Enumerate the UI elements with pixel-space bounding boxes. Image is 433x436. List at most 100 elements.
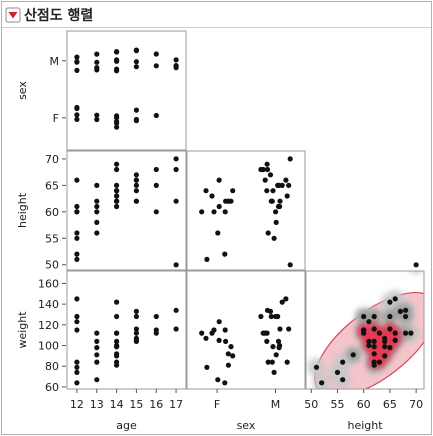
y-tick-label-weight: 140 xyxy=(38,298,59,311)
data-point xyxy=(114,161,120,167)
data-point xyxy=(258,313,264,320)
data-point xyxy=(74,359,80,365)
x-tick-label-age: 17 xyxy=(169,398,183,411)
data-point xyxy=(153,330,159,336)
y-tick-label-weight: 160 xyxy=(38,277,59,290)
data-point xyxy=(376,330,382,336)
data-point xyxy=(133,313,139,320)
data-point xyxy=(287,156,293,162)
data-point xyxy=(264,161,270,167)
data-point xyxy=(264,307,271,313)
data-point xyxy=(392,296,398,302)
data-point xyxy=(319,380,325,386)
data-point xyxy=(133,198,139,204)
data-point xyxy=(260,330,266,336)
points-height-vs-sex xyxy=(199,156,293,262)
data-point xyxy=(94,352,100,358)
data-point xyxy=(273,209,279,215)
data-point xyxy=(74,209,80,215)
data-point xyxy=(286,182,292,188)
y-tick-label-sex: F xyxy=(53,112,59,125)
data-point xyxy=(74,327,80,333)
data-point xyxy=(74,380,80,386)
data-point xyxy=(114,188,120,194)
data-point xyxy=(94,209,100,215)
data-point xyxy=(114,198,120,204)
data-point xyxy=(275,313,281,320)
data-point xyxy=(133,48,139,54)
data-point xyxy=(265,230,271,236)
x-tick-label-height: 60 xyxy=(357,398,371,411)
data-point xyxy=(209,193,215,199)
data-point xyxy=(275,338,282,344)
data-point xyxy=(340,359,346,365)
y-tick-label-height: 60 xyxy=(45,206,59,219)
data-point xyxy=(408,330,414,336)
data-point xyxy=(74,203,80,210)
data-point xyxy=(94,330,100,336)
data-point xyxy=(371,362,377,368)
data-point xyxy=(133,107,139,113)
data-point xyxy=(371,351,377,357)
data-point xyxy=(265,359,271,365)
data-point xyxy=(199,330,205,336)
data-point xyxy=(114,58,120,64)
x-tick-label-age: 12 xyxy=(70,398,84,411)
data-point xyxy=(222,209,228,215)
data-point xyxy=(74,177,80,183)
data-point xyxy=(277,198,283,204)
data-point xyxy=(268,198,274,204)
data-point xyxy=(216,203,222,210)
data-point xyxy=(211,327,217,333)
data-point xyxy=(94,65,100,71)
data-point xyxy=(216,337,222,343)
x-tick-label-age: 16 xyxy=(149,398,163,411)
data-point xyxy=(382,353,388,359)
y-tick-label-weight: 80 xyxy=(45,360,59,373)
data-point xyxy=(74,59,80,65)
data-point xyxy=(173,307,179,313)
data-point xyxy=(277,203,283,210)
data-point xyxy=(279,182,285,188)
data-point xyxy=(133,118,139,124)
x-tick-label-age: 14 xyxy=(110,398,124,411)
data-point xyxy=(94,345,100,351)
data-point xyxy=(264,166,271,173)
data-point xyxy=(153,313,159,320)
data-point xyxy=(264,338,270,344)
data-point xyxy=(74,251,80,257)
data-point xyxy=(273,352,279,358)
data-point xyxy=(94,182,100,188)
data-point xyxy=(74,235,80,241)
data-point xyxy=(271,235,277,241)
data-point xyxy=(94,219,100,225)
x-axis-label-height: height xyxy=(347,419,383,432)
data-point xyxy=(269,359,275,365)
data-point xyxy=(153,209,159,215)
x-tick-label-sex: M xyxy=(271,398,281,411)
data-point xyxy=(74,54,80,60)
data-point xyxy=(270,344,276,350)
points-weight-vs-sex xyxy=(199,262,293,386)
data-point xyxy=(222,380,228,386)
data-point xyxy=(94,377,100,383)
data-point xyxy=(153,63,159,69)
data-point xyxy=(222,251,228,257)
data-point xyxy=(74,319,80,325)
data-point xyxy=(173,262,179,268)
data-point xyxy=(204,364,210,370)
data-point xyxy=(211,209,217,215)
data-point xyxy=(387,345,393,351)
data-point xyxy=(203,188,209,194)
data-point xyxy=(114,49,120,55)
data-point xyxy=(133,308,139,314)
data-point xyxy=(153,51,159,57)
data-point xyxy=(371,313,377,320)
data-point xyxy=(392,330,398,336)
red-triangle-down-icon[interactable] xyxy=(5,7,21,23)
data-point xyxy=(74,256,80,262)
data-point xyxy=(366,338,372,344)
y-tick-label-height: 70 xyxy=(45,153,59,166)
data-point xyxy=(74,112,80,118)
data-point xyxy=(133,188,139,194)
